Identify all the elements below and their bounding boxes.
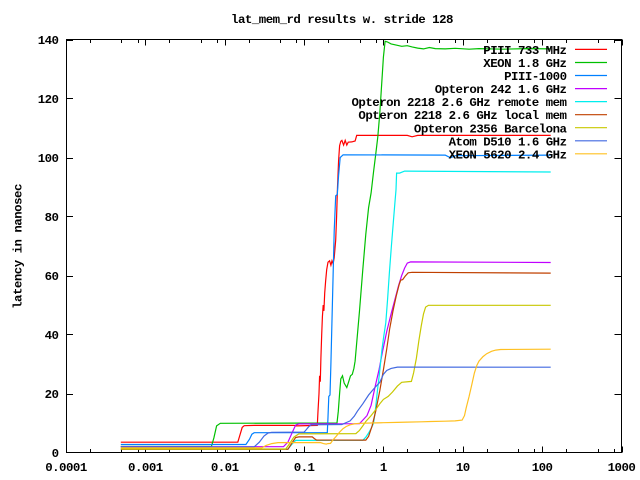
svg-text:Opteron 2356 Barcelona: Opteron 2356 Barcelona	[414, 122, 568, 136]
svg-text:120: 120	[38, 93, 59, 107]
svg-text:1000: 1000	[608, 461, 636, 475]
svg-text:100: 100	[532, 461, 553, 475]
svg-text:0.001: 0.001	[128, 461, 163, 475]
svg-text:10: 10	[456, 461, 470, 475]
svg-text:latency in nanosec: latency in nanosec	[12, 184, 26, 309]
svg-text:Opteron 2218 2.6 GHz remote me: Opteron 2218 2.6 GHz remote mem	[351, 96, 566, 110]
svg-text:0.1: 0.1	[294, 461, 315, 475]
svg-text:140: 140	[38, 34, 59, 48]
svg-text:lat_mem_rd results w. stride 1: lat_mem_rd results w. stride 128	[231, 13, 453, 27]
svg-text:XEON 5620 2.4 GHz: XEON 5620 2.4 GHz	[449, 148, 567, 162]
svg-text:Opteron 2218 2.6 GHz local mem: Opteron 2218 2.6 GHz local mem	[358, 109, 566, 123]
svg-text:Opteron 242 1.6 GHz: Opteron 242 1.6 GHz	[435, 83, 567, 97]
svg-text:1: 1	[380, 461, 387, 475]
svg-text:XEON 1.8 GHz: XEON 1.8 GHz	[483, 57, 566, 71]
svg-text:0.01: 0.01	[211, 461, 239, 475]
svg-text:0.0001: 0.0001	[45, 461, 87, 475]
svg-text:PIII 733 MHz: PIII 733 MHz	[483, 44, 566, 58]
svg-text:60: 60	[45, 270, 59, 284]
svg-text:Atom D510 1.6 GHz: Atom D510 1.6 GHz	[449, 135, 567, 149]
svg-text:80: 80	[45, 211, 59, 225]
svg-text:100: 100	[38, 152, 59, 166]
svg-text:PIII-1000: PIII-1000	[504, 70, 566, 84]
svg-text:0: 0	[52, 447, 59, 461]
svg-text:20: 20	[45, 388, 59, 402]
svg-text:40: 40	[45, 329, 59, 343]
